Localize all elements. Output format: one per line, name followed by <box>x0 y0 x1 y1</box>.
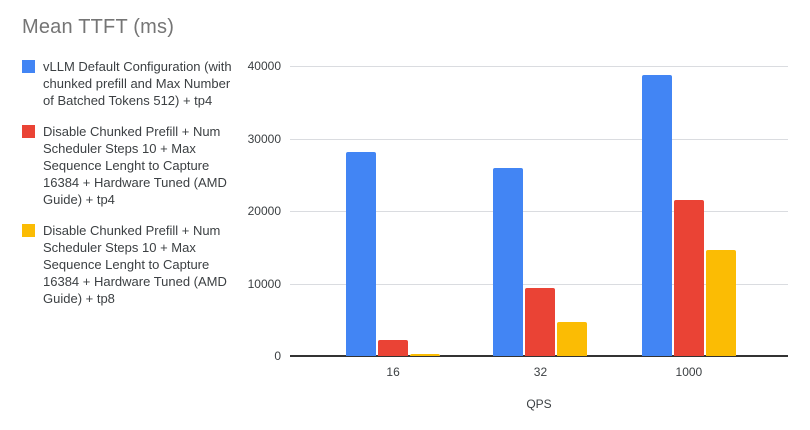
legend-item: vLLM Default Configuration (with chunked… <box>22 58 237 109</box>
legend-item: Disable Chunked Prefill + Num Scheduler … <box>22 123 237 208</box>
bar-series-1-category-16 <box>378 340 409 356</box>
bar-series-0-category-16 <box>346 151 377 356</box>
bar-series-1-category-32 <box>525 288 556 356</box>
x-axis-title: QPS <box>526 397 552 411</box>
bar-series-0-category-1000 <box>641 74 672 356</box>
legend-label: Disable Chunked Prefill + Num Scheduler … <box>43 223 227 306</box>
x-axis-tick-label: 16 <box>386 365 400 379</box>
x-axis-baseline <box>290 355 788 357</box>
chart-title: Mean TTFT (ms) <box>22 16 175 38</box>
y-axis-tick-label: 40000 <box>247 59 281 73</box>
gridline <box>290 138 788 140</box>
bar-series-2-category-32 <box>557 322 588 356</box>
bar-group <box>346 151 441 356</box>
bar-series-1-category-1000 <box>673 200 704 356</box>
bar-group <box>641 74 736 356</box>
x-axis-tick-label: 1000 <box>675 365 703 379</box>
legend-swatch-icon <box>22 125 35 138</box>
gridline <box>290 211 788 212</box>
plot-area: QPS 0 10000 20000 30000 40000 16 32 1000 <box>248 59 788 411</box>
legend-swatch-icon <box>22 224 35 237</box>
bar-series-0-category-32 <box>493 168 524 356</box>
y-axis-tick-label: 0 <box>274 349 281 363</box>
legend-item: Disable Chunked Prefill + Num Scheduler … <box>22 222 237 307</box>
y-axis-tick-label: 10000 <box>247 276 281 291</box>
x-axis-tick-label: 32 <box>533 365 548 379</box>
legend-label: vLLM Default Configuration (with chunked… <box>43 59 232 108</box>
y-axis-tick-label: 20000 <box>247 204 281 218</box>
bar-series-2-category-16 <box>410 354 441 356</box>
y-axis-tick-label: 30000 <box>247 131 281 146</box>
legend-label: Disable Chunked Prefill + Num Scheduler … <box>43 124 227 207</box>
bar-series-2-category-1000 <box>705 250 736 356</box>
legend-swatch-icon <box>22 60 35 73</box>
gridline <box>290 66 788 67</box>
gridline <box>290 283 788 285</box>
legend: vLLM Default Configuration (with chunked… <box>22 58 237 307</box>
bar-group <box>493 168 588 356</box>
